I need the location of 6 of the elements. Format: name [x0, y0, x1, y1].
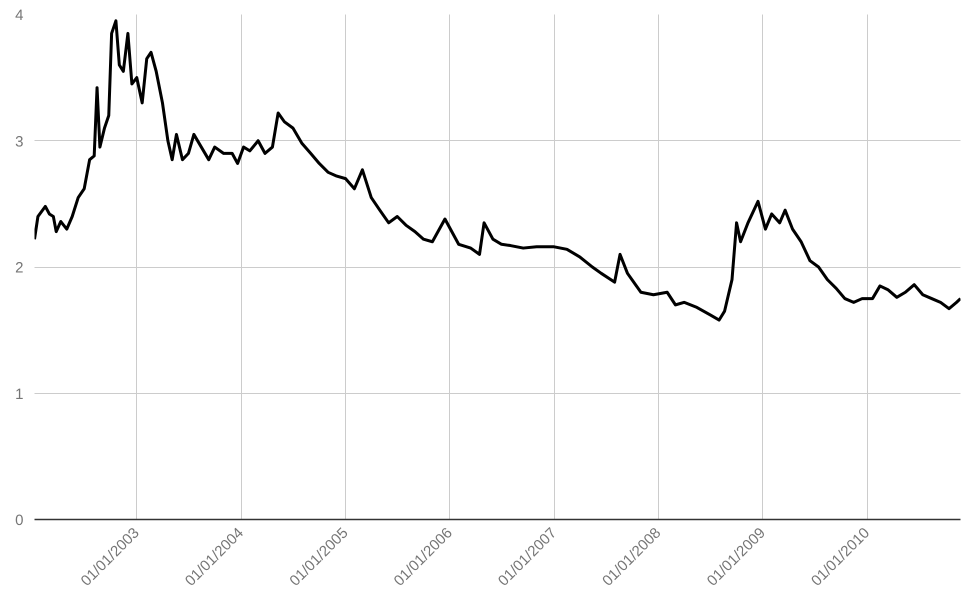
y-tick-label: 3 [15, 133, 24, 150]
y-tick-label: 0 [15, 512, 24, 529]
y-tick-label: 1 [15, 386, 24, 403]
line-series [34, 19, 960, 322]
y-tick-label: 4 [15, 7, 24, 24]
y-tick-label: 2 [15, 260, 24, 276]
